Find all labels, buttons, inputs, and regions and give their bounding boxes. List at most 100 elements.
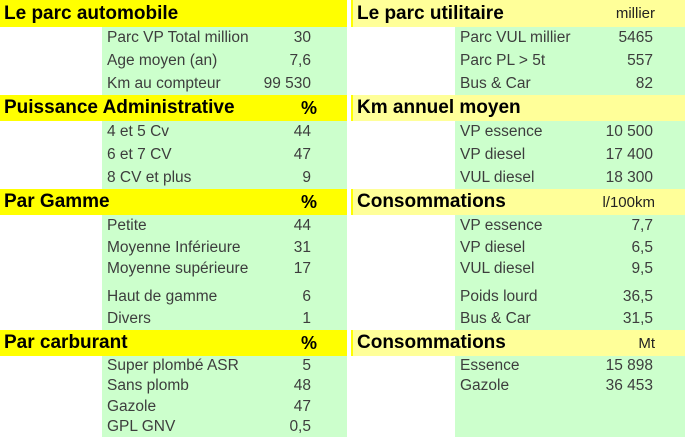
section-header: Le parc utilitaire millier bbox=[351, 0, 685, 27]
rows: VP essence 10 500 VP diesel 17 400 VUL d… bbox=[455, 121, 685, 189]
row-value: 30 bbox=[293, 29, 311, 47]
row-label: GPL GNV bbox=[107, 417, 176, 435]
rows: VP essence 7,7 VP diesel 6,5 VUL diesel … bbox=[455, 215, 685, 330]
row-value: 99 530 bbox=[263, 74, 311, 92]
row-value: 44 bbox=[293, 216, 311, 234]
indent-spacer bbox=[351, 356, 455, 437]
indent-spacer bbox=[0, 215, 102, 330]
row-value: 82 bbox=[635, 74, 653, 92]
rows: 4 et 5 Cv 44 6 et 7 CV 47 8 CV et plus 9 bbox=[102, 121, 347, 189]
indent-spacer bbox=[0, 356, 102, 437]
row-value: 48 bbox=[293, 377, 311, 395]
row-label: Petite bbox=[107, 216, 147, 234]
row-value: 18 300 bbox=[605, 168, 653, 186]
section-title: Puissance Administrative bbox=[4, 97, 235, 118]
row-label: Bus & Car bbox=[460, 310, 531, 328]
section-body: Super plombé ASR 5 Sans plomb 48 Gazole … bbox=[0, 356, 347, 437]
section-km-annuel-moyen: Km annuel moyen VP essence 10 500 VP die… bbox=[351, 95, 685, 189]
row-label: Gazole bbox=[107, 397, 157, 415]
row-label: Bus & Car bbox=[460, 74, 531, 92]
row-label: Sans plomb bbox=[107, 377, 189, 395]
section-header: Consommations l/100km bbox=[351, 189, 685, 215]
table-row: Parc VUL millier 5465 bbox=[455, 27, 653, 50]
table-row: 4 et 5 Cv 44 bbox=[102, 121, 311, 144]
section-parc-utilitaire: Le parc utilitaire millier Parc VUL mill… bbox=[351, 0, 685, 95]
table-row: 8 CV et plus 9 bbox=[102, 166, 311, 189]
indent-spacer bbox=[0, 27, 102, 95]
row-label: VP essence bbox=[460, 216, 543, 234]
row-value: 10 500 bbox=[605, 123, 653, 141]
section-unit: l/100km bbox=[602, 193, 655, 211]
section-title: Par Gamme bbox=[4, 191, 110, 212]
section-body: Petite 44 Moyenne Inférieure 31 Moyenne … bbox=[0, 215, 347, 330]
section-body: 4 et 5 Cv 44 6 et 7 CV 47 8 CV et plus 9 bbox=[0, 121, 347, 189]
row-value: 6,5 bbox=[631, 238, 653, 256]
section-title: Par carburant bbox=[4, 332, 128, 353]
table-row: Super plombé ASR 5 bbox=[102, 356, 311, 376]
section-header: Le parc automobile bbox=[0, 0, 347, 27]
row-label: Essence bbox=[460, 357, 520, 375]
section-body: Essence 15 898 Gazole 36 453 bbox=[351, 356, 685, 437]
table-row: Age moyen (an) 7,6 bbox=[102, 50, 311, 73]
section-header: Consommations Mt bbox=[351, 330, 685, 356]
row-label: Parc VUL millier bbox=[460, 29, 571, 47]
row-value: 17 400 bbox=[605, 146, 653, 163]
section-consommations-mt: Consommations Mt Essence 15 898 Gazole 3… bbox=[351, 330, 685, 437]
section-header: Km annuel moyen bbox=[351, 95, 685, 121]
row-label: Divers bbox=[107, 310, 151, 328]
section-body: Parc VP Total million 30 Age moyen (an) … bbox=[0, 27, 347, 95]
row-label: 4 et 5 Cv bbox=[107, 123, 170, 141]
row-value: 47 bbox=[293, 397, 311, 415]
section-title: Consommations bbox=[357, 332, 506, 353]
row-label: Parc PL > 5t bbox=[460, 52, 546, 69]
row-label: 6 et 7 CV bbox=[107, 146, 172, 163]
rows: Super plombé ASR 5 Sans plomb 48 Gazole … bbox=[102, 356, 347, 437]
row-label: Poids lourd bbox=[460, 288, 538, 306]
table-row: 6 et 7 CV 47 bbox=[102, 144, 311, 167]
section-body: VP essence 10 500 VP diesel 17 400 VUL d… bbox=[351, 121, 685, 189]
section-header: Par carburant % bbox=[0, 330, 347, 356]
row-label: VUL diesel bbox=[460, 260, 535, 278]
row-value: 5 bbox=[302, 357, 311, 375]
section-parc-automobile: Le parc automobile Parc VP Total million… bbox=[0, 0, 347, 95]
row-label: Age moyen (an) bbox=[107, 52, 218, 69]
section-header: Puissance Administrative % bbox=[0, 95, 347, 121]
table-row: Poids lourd 36,5 bbox=[455, 286, 653, 308]
row-value: 31 bbox=[293, 238, 311, 256]
section-unit: % bbox=[300, 332, 317, 353]
row-value: 31,5 bbox=[622, 310, 653, 328]
rows: Petite 44 Moyenne Inférieure 31 Moyenne … bbox=[102, 215, 347, 330]
section-title: Km annuel moyen bbox=[357, 97, 521, 118]
section-unit: % bbox=[300, 97, 317, 118]
row-label: 8 CV et plus bbox=[107, 168, 192, 186]
row-value: 36,5 bbox=[622, 288, 653, 306]
row-label: Super plombé ASR bbox=[107, 357, 239, 375]
section-title: Le parc automobile bbox=[4, 2, 179, 24]
section-puissance-administrative: Puissance Administrative % 4 et 5 Cv 44 … bbox=[0, 95, 347, 189]
table-row: Petite 44 bbox=[102, 215, 311, 237]
section-consommations-l100km: Consommations l/100km VP essence 7,7 VP … bbox=[351, 189, 685, 330]
row-value: 557 bbox=[627, 52, 653, 69]
row-label: VUL diesel bbox=[460, 168, 535, 186]
row-label: VP diesel bbox=[460, 146, 526, 163]
section-unit: % bbox=[300, 191, 317, 212]
row-label: Parc VP Total million bbox=[107, 29, 249, 47]
row-label: Km au compteur bbox=[107, 74, 221, 92]
row-label: Haut de gamme bbox=[107, 288, 218, 306]
row-value: 5465 bbox=[618, 29, 653, 47]
indent-spacer bbox=[351, 121, 455, 189]
table-row: Moyenne supérieure 17 bbox=[102, 259, 311, 281]
indent-spacer bbox=[351, 27, 455, 95]
row-value: 17 bbox=[293, 260, 311, 278]
section-body: Parc VUL millier 5465 Parc PL > 5t 557 B… bbox=[351, 27, 685, 95]
rows: Parc VP Total million 30 Age moyen (an) … bbox=[102, 27, 347, 95]
table-row: GPL GNV 0,5 bbox=[102, 417, 311, 437]
row-value: 9 bbox=[302, 168, 311, 186]
table-row: VUL diesel 9,5 bbox=[455, 259, 653, 281]
section-par-carburant: Par carburant % Super plombé ASR 5 Sans … bbox=[0, 330, 347, 437]
section-title: Le parc utilitaire bbox=[357, 2, 504, 24]
rows: Parc VUL millier 5465 Parc PL > 5t 557 B… bbox=[455, 27, 685, 95]
table-row: Km au compteur 99 530 bbox=[102, 72, 311, 95]
indent-spacer bbox=[0, 121, 102, 189]
